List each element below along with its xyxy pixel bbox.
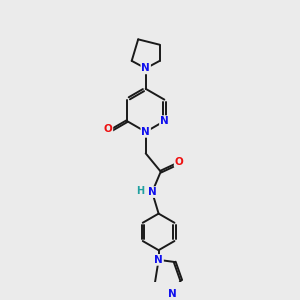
Text: O: O [103, 124, 112, 134]
Text: O: O [175, 157, 183, 167]
Text: N: N [148, 187, 157, 197]
Text: N: N [168, 289, 177, 299]
Text: N: N [141, 127, 150, 137]
Text: H: H [136, 186, 144, 196]
Text: N: N [160, 116, 169, 126]
Text: N: N [154, 255, 163, 265]
Text: N: N [141, 63, 150, 74]
